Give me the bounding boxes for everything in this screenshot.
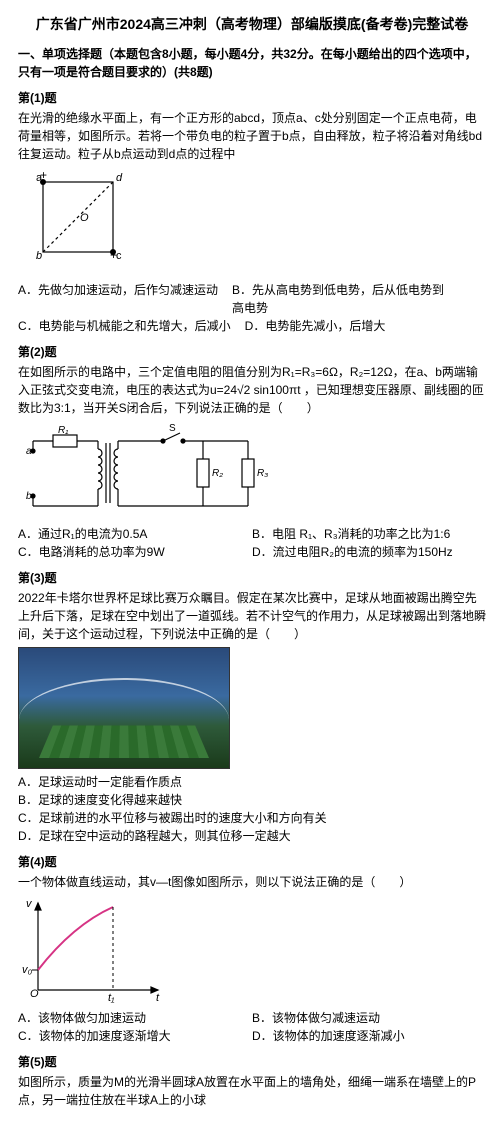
q3-optB: B．足球的速度变化得越来越快 [18,791,486,809]
q1-optB: B．先从高电势到低电势，后从低电势到高电势 [232,281,452,317]
q2-R2: R₂ [212,468,223,479]
q2-optB: B．电阻 R₁、R₃消耗的功率之比为1:6 [252,525,472,543]
q1-optD: D．电势能先减小，后增大 [245,317,386,335]
q4-optD: D．该物体的加速度逐渐减小 [252,1027,472,1045]
section-heading: 一、单项选择题（本题包含8小题，每小题4分，共32分。在每小题给出的四个选项中，… [18,45,486,81]
svg-text:+: + [110,248,117,262]
svg-text:+: + [40,168,47,182]
q3-options: A．足球运动时一定能看作质点 B．足球的速度变化得越来越快 C．足球前进的水平位… [18,773,486,845]
q3-optA: A．足球运动时一定能看作质点 [18,773,486,791]
q1-label-O: O [80,212,89,224]
q4-v0: v₀ [22,964,33,976]
q5-body: 如图所示，质量为M的光滑半圆球A放置在水平面上的墙角处，细绳一端系在墙壁上的P点… [18,1073,486,1109]
stadium-image [18,647,230,769]
q1-optC: C．电势能与机械能之和先增大，后减小 [18,317,231,335]
q2-optD: D．流过电阻R₂的电流的频率为150Hz [252,543,472,561]
q2-figure: a b R₁ S R₂ R₃ [18,421,486,521]
q1-label: 第(1)题 [18,89,486,107]
q1-label-b: b [36,250,42,262]
q4-t1: t₁ [108,992,115,1004]
q5-label: 第(5)题 [18,1053,486,1071]
q3-optD: D．足球在空中运动的路程越大，则其位移一定越大 [18,827,486,845]
q4-options: A．该物体做匀加速运动 B．该物体做匀减速运动 C．该物体的加速度逐渐增大 D．… [18,1009,486,1045]
q2-body: 在如图所示的电路中，三个定值电阻的阻值分别为R₁=R₃=6Ω，R₂=12Ω，在a… [18,363,486,417]
q4-optA: A．该物体做匀加速运动 [18,1009,238,1027]
q4-label: 第(4)题 [18,853,486,871]
q2-R3: R₃ [257,468,268,479]
q2-R1: R₁ [58,425,68,436]
q2-label: 第(2)题 [18,343,486,361]
q2-b: b [26,491,32,502]
q1-optA: A．先做匀加速运动，后作匀减速运动 [18,281,218,317]
q2-S: S [169,423,176,434]
q4-figure: O v t t₁ v₀ [18,895,486,1005]
q3-label: 第(3)题 [18,569,486,587]
page-title: 广东省广州市2024高三冲刺（高考物理）部编版摸底(备考卷)完整试卷 [18,14,486,35]
q2-optC: C．电路消耗的总功率为9W [18,543,238,561]
q1-body: 在光滑的绝缘水平面上，有一个正方形的abcd，顶点a、c处分别固定一个正点电荷，… [18,109,486,163]
q3-optC: C．足球前进的水平位移与被踢出时的速度大小和方向有关 [18,809,486,827]
q1-label-d: d [116,172,123,184]
q4-t: t [156,992,160,1004]
q2-a: a [26,446,32,457]
q3-figure [18,647,486,769]
q4-optC: C．该物体的加速度逐渐增大 [18,1027,238,1045]
q2-optA: A．通过R₁的电流为0.5A [18,525,238,543]
q2-options: A．通过R₁的电流为0.5A B．电阻 R₁、R₃消耗的功率之比为1:6 C．电… [18,525,486,561]
q4-optB: B．该物体做匀减速运动 [252,1009,472,1027]
q1-figure: a d b c O + + [18,167,486,277]
q4-body: 一个物体做直线运动，其v—t图像如图所示，则以下说法正确的是（ ） [18,873,486,891]
q4-v: v [26,898,33,910]
q4-O: O [30,988,39,1000]
q3-body: 2022年卡塔尔世界杯足球比赛万众瞩目。假定在某次比赛中，足球从地面被踢出腾空先… [18,589,486,643]
q1-options: A．先做匀加速运动，后作匀减速运动 B．先从高电势到低电势，后从低电势到高电势 … [18,281,486,335]
